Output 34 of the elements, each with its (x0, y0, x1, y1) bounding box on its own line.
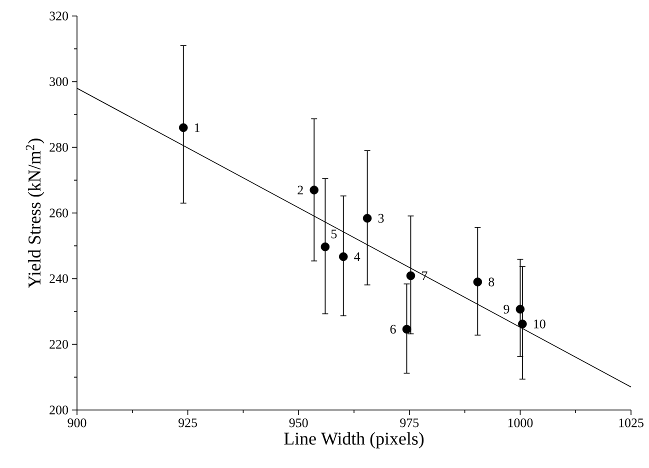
y-tick-label: 320 (50, 12, 68, 20)
annotation: 2 (298, 186, 303, 194)
annotation: 1 (195, 123, 200, 132)
y-tick-label: 200 (50, 406, 68, 414)
annotation: 6 (390, 324, 396, 334)
point (178, 123, 188, 132)
x-tick-label: 1025 (619, 418, 644, 428)
x-tick-label: 975 (400, 418, 419, 428)
annotation: 9 (504, 304, 510, 314)
annotation: 5 (331, 230, 337, 238)
point (402, 324, 412, 334)
annotation: 4 (354, 252, 360, 261)
point (406, 271, 416, 280)
x-tick-label: 925 (178, 418, 198, 428)
point (473, 278, 482, 286)
point (338, 252, 348, 262)
x-tick-label: 900 (68, 418, 86, 428)
point (516, 304, 525, 314)
point (310, 186, 318, 194)
x-tick-label: 950 (289, 418, 308, 428)
y-tick-label: 280 (50, 142, 68, 152)
point (320, 242, 330, 252)
annotation: 3 (378, 214, 384, 223)
point (518, 320, 527, 328)
y-tick-label: 260 (50, 208, 68, 218)
x-axis-title: Line Width (pixels) (284, 432, 424, 448)
x-tick-label: 1000 (508, 418, 533, 428)
y-tick-label: 240 (50, 274, 68, 284)
y-tick-label: 300 (50, 77, 68, 86)
y-tick-label: 220 (50, 340, 68, 349)
annotation: 10 (534, 320, 546, 328)
y-axis-title: Yield Stress (kN/m$^{2}$) (26, 138, 44, 288)
point (362, 214, 372, 223)
annotation: 8 (488, 278, 494, 286)
